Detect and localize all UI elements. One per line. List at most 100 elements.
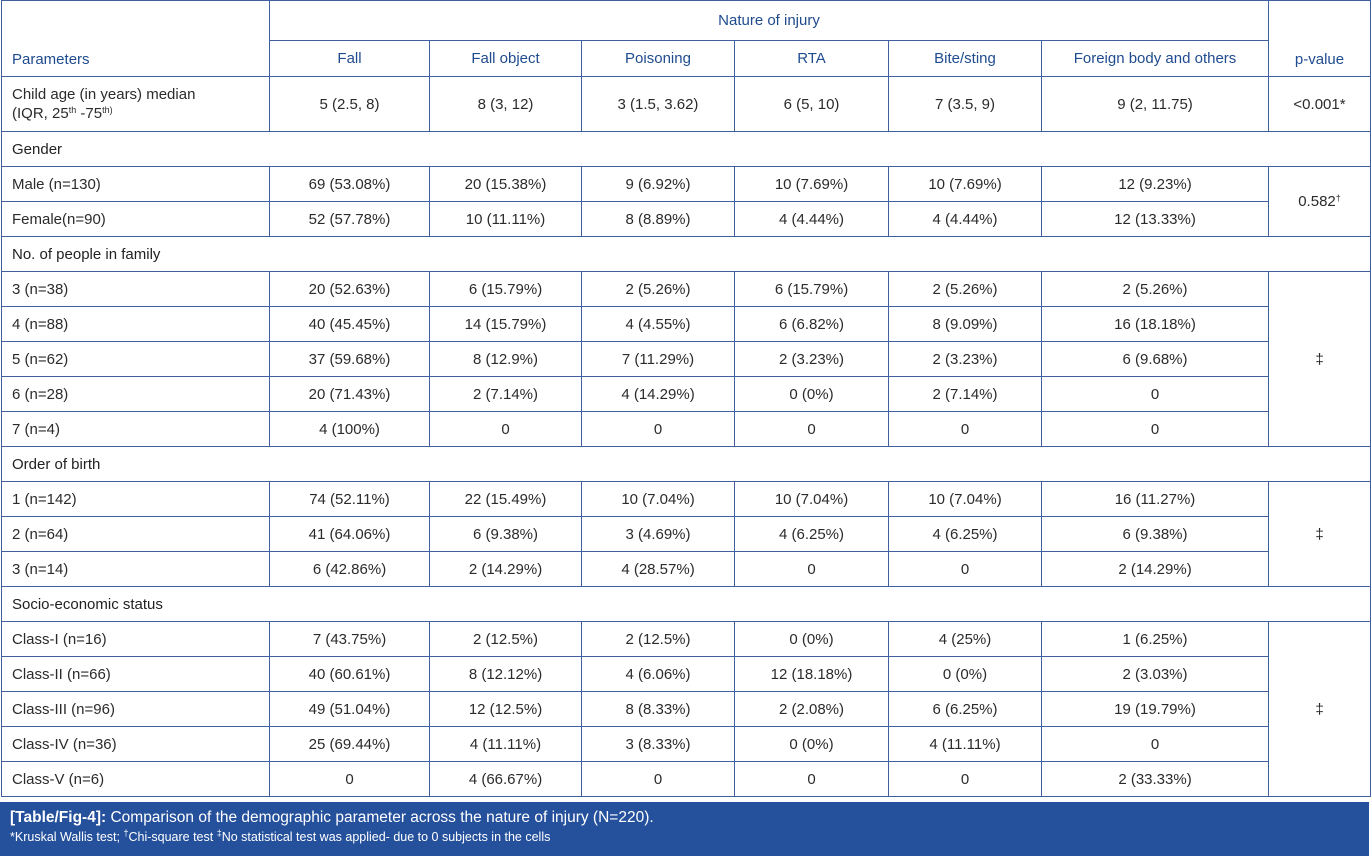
cell: 10 (7.69%): [734, 166, 889, 202]
cell: 25 (69.44%): [269, 726, 430, 762]
cell: 10 (7.04%): [888, 481, 1042, 517]
cell: 0: [269, 761, 430, 797]
cell: 0: [734, 551, 889, 587]
text-segment: No statistical test was applied- due to …: [221, 830, 551, 844]
cell: 3 (4.69%): [581, 516, 735, 552]
table-row: Class-I (n=16) 7 (43.75%) 2 (12.5%) 2 (12.5…: [1, 621, 1371, 797]
column-header: Fall object: [429, 40, 582, 77]
section-title: No. of people in family: [1, 236, 1371, 272]
caption-label: [Table/Fig-4]:: [10, 809, 107, 826]
row-label: Class-IV (n=36): [1, 726, 270, 762]
text-segment: th: [68, 105, 77, 115]
cell: 4 (4.55%): [581, 306, 735, 342]
cell: 6 (6.82%): [734, 306, 889, 342]
table-row: Class-II (n=66) 40 (60.61%) 8 (12.12%) 4 (6…: [1, 656, 1371, 692]
p-value: ‡: [1315, 350, 1324, 368]
cell: 9 (6.92%): [581, 166, 735, 202]
row-label: 5 (n=62): [1, 341, 270, 377]
cell: 2 (12.5%): [429, 621, 582, 657]
cell: 0: [888, 551, 1042, 587]
p-value-cell: ‡: [1268, 481, 1371, 587]
cell: 10 (7.04%): [581, 481, 735, 517]
row-label: Female(n=90): [1, 201, 270, 237]
demographics-table: Parameters Nature of injury p-value Fall…: [1, 0, 1371, 797]
cell: 7 (11.29%): [581, 341, 735, 377]
table-row: Class-V (n=6) 0 4 (66.67%) 0 0 0 2 (33.33%): [1, 761, 1371, 797]
cell: 22 (15.49%): [429, 481, 582, 517]
cell: 74 (52.11%): [269, 481, 430, 517]
cell: 2 (5.26%): [1041, 271, 1269, 307]
cell: 2 (7.14%): [429, 376, 582, 412]
cell: 6 (6.25%): [888, 691, 1042, 727]
cell: 0: [888, 761, 1042, 797]
cell: 6 (15.79%): [734, 271, 889, 307]
row-label: 6 (n=28): [1, 376, 270, 412]
row-label: 3 (n=38): [1, 271, 270, 307]
text-segment: Chi-square test: [128, 830, 217, 844]
cell: 0 (0%): [734, 726, 889, 762]
row-label: Class-V (n=6): [1, 761, 270, 797]
cell: 2 (3.03%): [1041, 656, 1269, 692]
cell: 12 (13.33%): [1041, 201, 1269, 237]
column-header: Poisoning: [581, 40, 735, 77]
cell: 2 (33.33%): [1041, 761, 1269, 797]
cell: 9 (2, 11.75): [1041, 76, 1269, 132]
cell: 0: [1041, 411, 1269, 447]
section-header-row: No. of people in family: [1, 236, 1371, 272]
cell: 20 (52.63%): [269, 271, 430, 307]
cell: 2 (7.14%): [888, 376, 1042, 412]
cell: 4 (6.25%): [734, 516, 889, 552]
cell: 49 (51.04%): [269, 691, 430, 727]
cell: 4 (11.11%): [429, 726, 582, 762]
cell: 12 (9.23%): [1041, 166, 1269, 202]
p-value-cell: 0.582†: [1268, 166, 1371, 237]
table-row: 2 (n=64) 41 (64.06%) 6 (9.38%) 3 (4.69%) 4 (…: [1, 516, 1371, 552]
cell: 8 (9.09%): [888, 306, 1042, 342]
row-label: Male (n=130): [1, 166, 270, 202]
cell: 0: [1041, 726, 1269, 762]
cell: 52 (57.78%): [269, 201, 430, 237]
text-segment: -75: [76, 105, 103, 122]
row-label: Class-III (n=96): [1, 691, 270, 727]
table-caption: [Table/Fig-4]: Comparison of the demogra…: [0, 802, 1369, 856]
cell: 0: [888, 411, 1042, 447]
table-row: 4 (n=88) 40 (45.45%) 14 (15.79%) 4 (4.55%) 6…: [1, 306, 1371, 342]
cell: 1 (6.25%): [1041, 621, 1269, 657]
cell: 16 (11.27%): [1041, 481, 1269, 517]
table-row: Male (n=130) 69 (53.08%) 20 (15.38%) 9 (6.9…: [1, 166, 1371, 237]
cell: 41 (64.06%): [269, 516, 430, 552]
cell: 10 (11.11%): [429, 201, 582, 237]
cell: 0: [581, 411, 735, 447]
cell: 10 (7.04%): [734, 481, 889, 517]
cell: 3 (8.33%): [581, 726, 735, 762]
section-title: Order of birth: [1, 446, 1371, 482]
cell: 0 (0%): [734, 376, 889, 412]
p-value: ‡: [1315, 525, 1324, 543]
cell: 4 (25%): [888, 621, 1042, 657]
cell: 0: [734, 761, 889, 797]
p-value-cell: <0.001*: [1268, 76, 1371, 132]
nature-of-injury-header: Nature of injury: [269, 0, 1269, 41]
cell: 10 (7.69%): [888, 166, 1042, 202]
row-label: 1 (n=142): [1, 481, 270, 517]
table-row: 3 (n=14) 6 (42.86%) 2 (14.29%) 4 (28.57%) 0 0…: [1, 551, 1371, 587]
cell: 6 (9.38%): [429, 516, 582, 552]
caption-footnote: *Kruskal Wallis test; †Chi-square test ‡…: [10, 828, 1359, 846]
cell: 2 (14.29%): [1041, 551, 1269, 587]
row-label: Child age (in years) median (IQR, 25th -7…: [1, 76, 270, 132]
table-row: 3 (n=38) 20 (52.63%) 6 (15.79%) 2 (5.26%) 6 …: [1, 271, 1371, 447]
cell: 4 (4.44%): [734, 201, 889, 237]
cell: 2 (12.5%): [581, 621, 735, 657]
cell: 4 (66.67%): [429, 761, 582, 797]
cell: 7 (3.5, 9): [888, 76, 1042, 132]
cell: 6 (9.38%): [1041, 516, 1269, 552]
cell: 0 (0%): [734, 621, 889, 657]
text-segment: ‡: [216, 828, 222, 838]
section-header-row: Gender: [1, 131, 1371, 167]
cell: 37 (59.68%): [269, 341, 430, 377]
cell: 8 (12.12%): [429, 656, 582, 692]
age-label-line2: (IQR, 25th -75th): [12, 105, 113, 122]
table-row: 5 (n=62) 37 (59.68%) 8 (12.9%) 7 (11.29%) 2 …: [1, 341, 1371, 377]
cell: 2 (3.23%): [888, 341, 1042, 377]
p-value-cell: ‡: [1268, 271, 1371, 447]
